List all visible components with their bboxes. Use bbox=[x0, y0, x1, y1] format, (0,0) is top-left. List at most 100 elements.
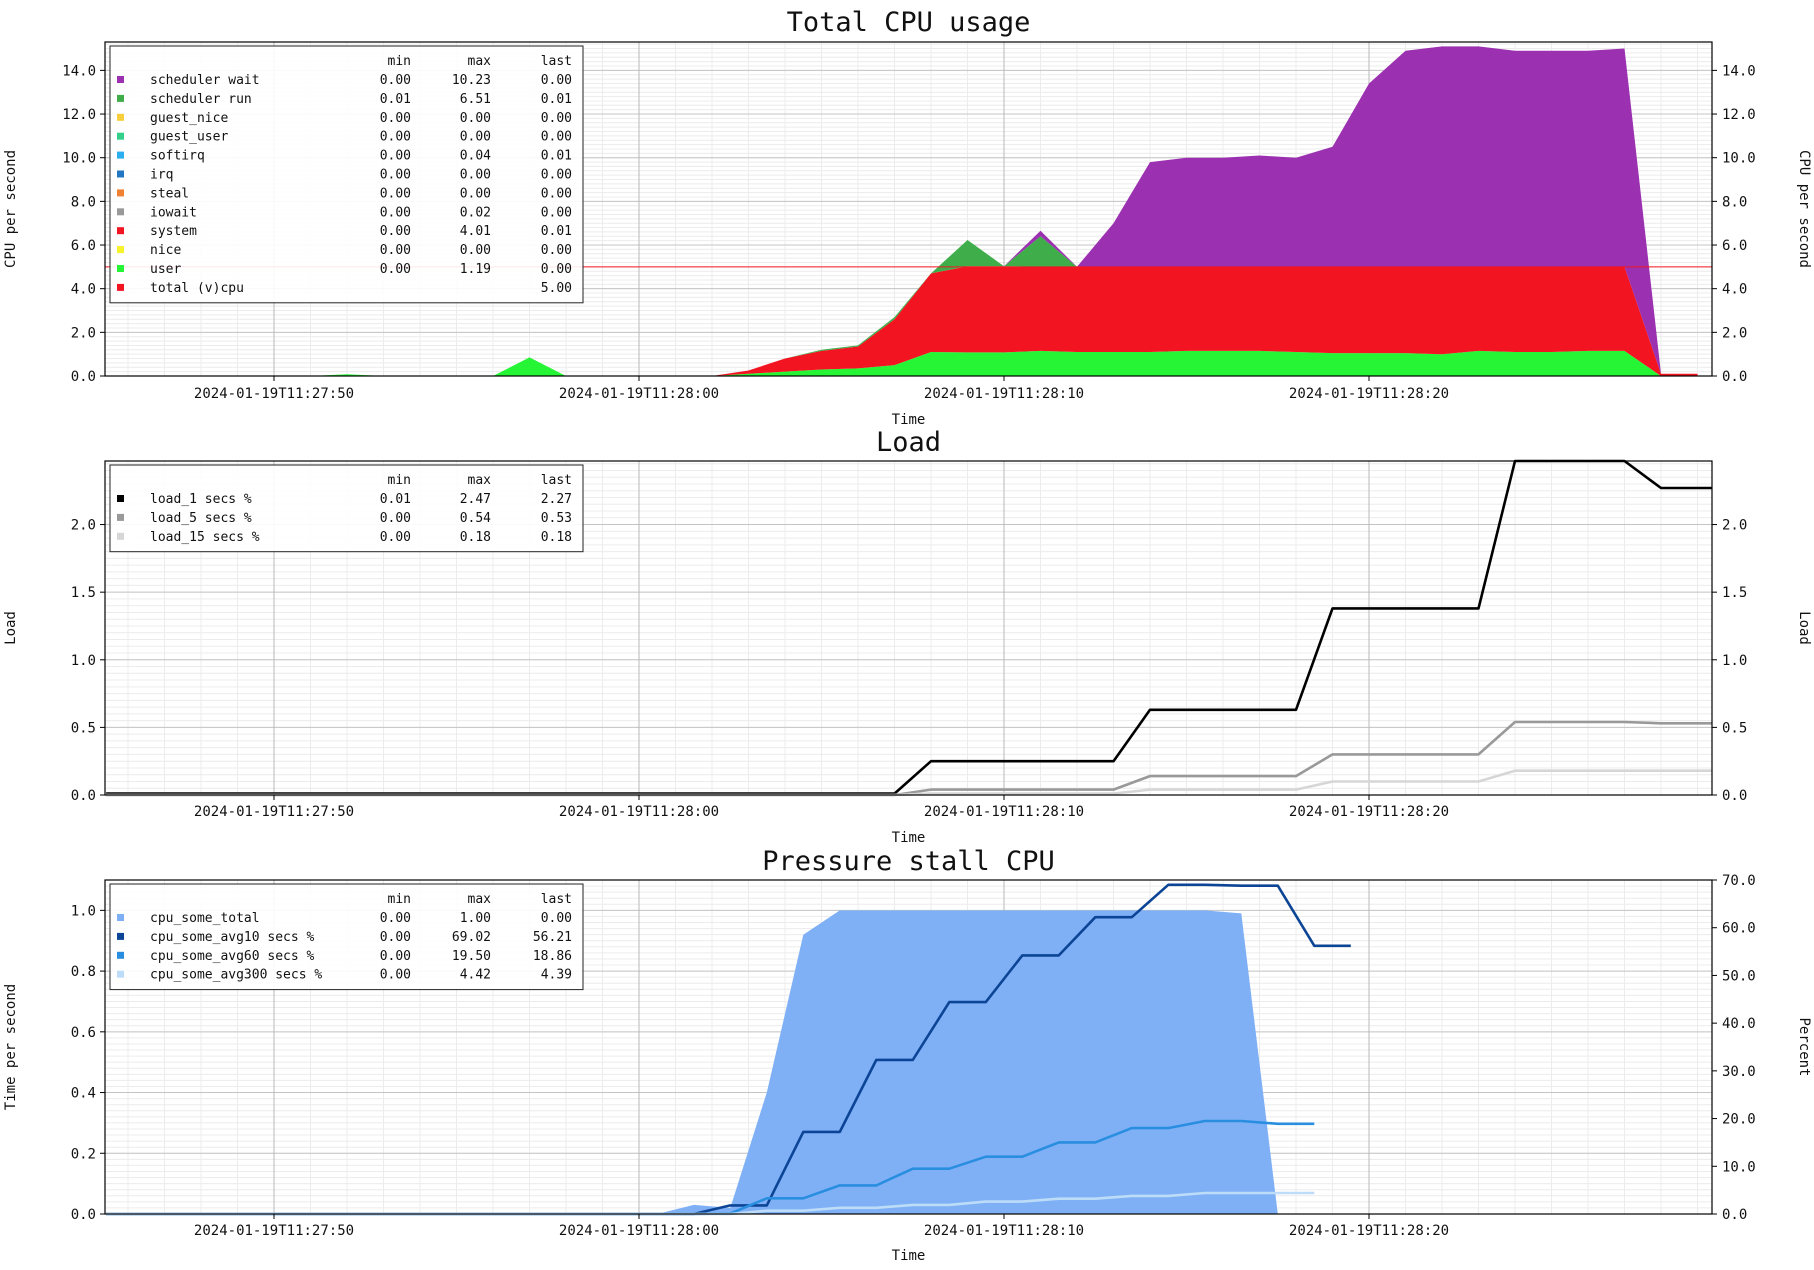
y-right-tick-label: 60.0 bbox=[1722, 921, 1756, 937]
legend-label: iowait bbox=[150, 205, 197, 220]
legend-swatch bbox=[117, 951, 124, 959]
line-load-1-secs- bbox=[106, 459, 1712, 795]
series-group bbox=[105, 46, 1712, 377]
legend-last: 18.86 bbox=[533, 949, 572, 964]
legend-header-min: min bbox=[388, 892, 411, 907]
legend-max: 6.51 bbox=[460, 92, 491, 107]
legend-last: 0.00 bbox=[541, 186, 572, 201]
y-right-tick-label: 4.0 bbox=[1722, 282, 1747, 298]
legend-last: 0.00 bbox=[541, 73, 572, 88]
legend-header-max: max bbox=[468, 892, 492, 907]
legend-item: total (v)cpu 5.00 bbox=[117, 281, 572, 296]
pressure-stall-cpu-chart: Pressure stall CPU 0.0 0.2 0.4 0.6 0.8 1.0 0.0 1… bbox=[3, 846, 1812, 1264]
chart-title: Total CPU usage bbox=[787, 7, 1031, 38]
legend-last: 0.01 bbox=[541, 92, 572, 107]
legend-label: cpu_some_avg300 secs % bbox=[150, 968, 322, 983]
legend-min: 0.00 bbox=[380, 224, 411, 239]
legend-label: cpu_some_avg60 secs % bbox=[150, 949, 315, 964]
y-right-tick-label: 70.0 bbox=[1722, 873, 1756, 889]
legend-header-last: last bbox=[541, 892, 572, 907]
y-tick-label: 0.0 bbox=[71, 1207, 96, 1223]
y-right-tick-label: 10.0 bbox=[1722, 1159, 1756, 1175]
legend-swatch bbox=[117, 970, 124, 978]
legend-last: 2.27 bbox=[541, 492, 572, 507]
legend-swatch bbox=[117, 170, 124, 178]
legend-max: 0.00 bbox=[460, 186, 491, 201]
legend-item: load_1 secs % 0.01 2.47 2.27 bbox=[117, 492, 572, 507]
legend-item: cpu_some_avg10 secs % 0.00 69.02 56.21 bbox=[117, 930, 572, 945]
legend-min: 0.00 bbox=[380, 73, 411, 88]
y-axis-label: CPU per second bbox=[3, 150, 19, 268]
legend-swatch bbox=[117, 246, 124, 254]
y-tick-label: 12.0 bbox=[62, 107, 96, 123]
legend-item: steal 0.00 0.00 0.00 bbox=[117, 186, 572, 201]
legend-max: 0.02 bbox=[460, 205, 491, 220]
legend-item: irq 0.00 0.00 0.00 bbox=[117, 168, 572, 183]
cpu-usage-chart: Total CPU usage 0.0 2.0 4.0 6.0 8.0 10.0 12.0 14… bbox=[3, 7, 1812, 428]
legend-item: user 0.00 1.19 0.00 bbox=[117, 262, 572, 277]
legend-last: 0.00 bbox=[541, 243, 572, 258]
area-scheduler-wait bbox=[128, 46, 1698, 377]
legend-label: load_15 secs % bbox=[150, 530, 260, 545]
legend-last: 0.01 bbox=[541, 149, 572, 164]
legend-swatch bbox=[117, 495, 124, 502]
y-right-tick-label: 0.0 bbox=[1722, 788, 1747, 804]
load-chart: Load 0.0 0.5 1.0 1.5 2.0 0.0 0.5 1.0 1.5 2.0 2024-0… bbox=[3, 427, 1812, 846]
legend-swatch bbox=[117, 227, 124, 235]
x-axis-label: Time bbox=[892, 412, 926, 428]
legend-max: 0.00 bbox=[460, 130, 491, 145]
legend-min: 0.00 bbox=[380, 511, 411, 526]
legend-item: cpu_some_avg60 secs % 0.00 19.50 18.86 bbox=[117, 949, 572, 964]
legend-min: 0.00 bbox=[380, 911, 411, 926]
legend-min: 0.00 bbox=[380, 930, 411, 945]
legend-min: 0.00 bbox=[380, 949, 411, 964]
legend-item: system 0.00 4.01 0.01 bbox=[117, 224, 572, 239]
legend-swatch bbox=[117, 283, 124, 291]
y-right-tick-label: 50.0 bbox=[1722, 968, 1756, 984]
x-tick-label: 2024-01-19T11:27:50 bbox=[194, 386, 354, 402]
legend-label: softirq bbox=[150, 149, 205, 164]
chart-title: Pressure stall CPU bbox=[762, 846, 1055, 877]
y-tick-label: 0.8 bbox=[71, 964, 96, 980]
y-tick-label: 4.0 bbox=[71, 282, 96, 298]
area-system bbox=[128, 266, 1698, 376]
legend-last: 0.18 bbox=[541, 530, 572, 545]
legend-min: 0.00 bbox=[380, 168, 411, 183]
legend-label: system bbox=[150, 224, 197, 239]
legend-item: scheduler run 0.01 6.51 0.01 bbox=[117, 92, 572, 107]
legend-label: irq bbox=[150, 168, 173, 183]
legend-label: steal bbox=[150, 186, 189, 201]
legend-item: load_5 secs % 0.00 0.54 0.53 bbox=[117, 511, 572, 526]
legend-last: 0.01 bbox=[541, 224, 572, 239]
x-tick-label: 2024-01-19T11:27:50 bbox=[194, 804, 354, 820]
legend-min: 0.00 bbox=[380, 968, 411, 983]
legend-item: cpu_some_total 0.00 1.00 0.00 bbox=[117, 911, 572, 926]
legend-min: 0.01 bbox=[380, 92, 411, 107]
legend-max: 2.47 bbox=[460, 492, 491, 507]
legend-label: scheduler run bbox=[150, 92, 252, 107]
x-axis-label: Time bbox=[892, 1248, 926, 1264]
legend-swatch bbox=[117, 932, 124, 940]
legend-last: 4.39 bbox=[541, 968, 572, 983]
legend-swatch bbox=[117, 94, 124, 102]
legend-swatch bbox=[117, 208, 124, 216]
legend-last: 0.00 bbox=[541, 205, 572, 220]
legend-max: 0.18 bbox=[460, 530, 491, 545]
legend-max: 0.00 bbox=[460, 111, 491, 126]
legend-label: load_5 secs % bbox=[150, 511, 252, 526]
legend-min: 0.00 bbox=[380, 111, 411, 126]
legend-swatch bbox=[117, 76, 124, 83]
legend-max: 1.00 bbox=[460, 911, 491, 926]
y-tick-label: 1.5 bbox=[71, 585, 96, 601]
legend-max: 0.04 bbox=[460, 149, 491, 164]
legend-max: 10.23 bbox=[452, 73, 491, 88]
legend-item: scheduler wait 0.00 10.23 0.00 bbox=[117, 73, 572, 88]
legend-last: 56.21 bbox=[533, 930, 572, 945]
y-right-tick-label: 0.5 bbox=[1722, 720, 1747, 736]
legend-swatch bbox=[117, 132, 124, 140]
legend-swatch bbox=[117, 113, 124, 121]
y-tick-label: 0.2 bbox=[71, 1146, 96, 1162]
